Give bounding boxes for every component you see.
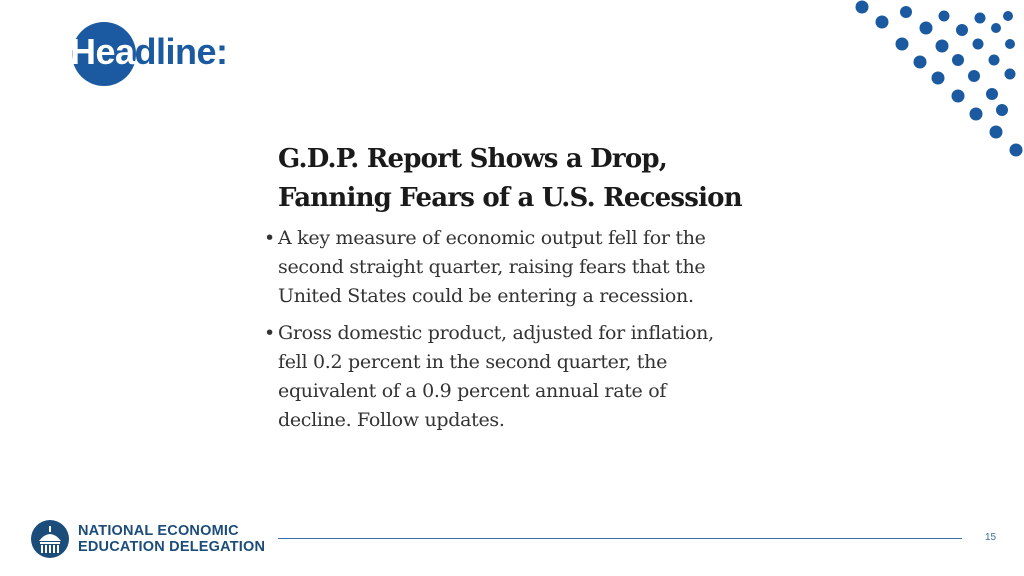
bullet-dot-icon: •	[264, 227, 275, 249]
dot-pattern-icon	[855, 0, 1023, 157]
organization-name-line2: EDUCATION DELEGATION	[78, 539, 266, 555]
bullet-line: United States could be entering a recess…	[278, 285, 694, 307]
bullet-line: Gross domestic product, adjusted for inf…	[278, 322, 714, 344]
bullet-line: fell 0.2 percent in the second quarter, …	[278, 351, 668, 373]
title-circle-decoration	[72, 22, 136, 86]
slide-title-part1: Hea	[70, 31, 135, 72]
slide-title: Headline:	[70, 30, 228, 74]
article-headline-line2: Fanning Fears of a U.S. Recession	[278, 183, 743, 213]
bullet-line: second straight quarter, raising fears t…	[278, 256, 706, 278]
bullet-line: A key measure of economic output fell fo…	[278, 227, 706, 249]
bullet-line: decline. Follow updates.	[278, 409, 505, 431]
capitol-dome-icon	[31, 520, 69, 558]
article-headline-line1: G.D.P. Report Shows a Drop,	[278, 144, 668, 174]
footer-divider	[278, 538, 962, 539]
article-bullet-list: • A key measure of economic output fell …	[262, 224, 782, 435]
article-headline: G.D.P. Report Shows a Drop, Fanning Fear…	[278, 140, 782, 218]
article-bullet: • Gross domestic product, adjusted for i…	[262, 319, 758, 435]
bullet-dot-icon: •	[264, 322, 275, 344]
slide-title-part2: dline:	[134, 31, 229, 72]
bullet-line: equivalent of a 0.9 percent annual rate …	[278, 380, 667, 402]
organization-name-line1: NATIONAL ECONOMIC	[78, 523, 239, 539]
organization-name: NATIONAL ECONOMIC EDUCATION DELEGATION	[78, 523, 265, 555]
article-bullet: • A key measure of economic output fell …	[262, 224, 758, 311]
page-number: 15	[985, 532, 997, 543]
article-excerpt: G.D.P. Report Shows a Drop, Fanning Fear…	[262, 140, 782, 443]
